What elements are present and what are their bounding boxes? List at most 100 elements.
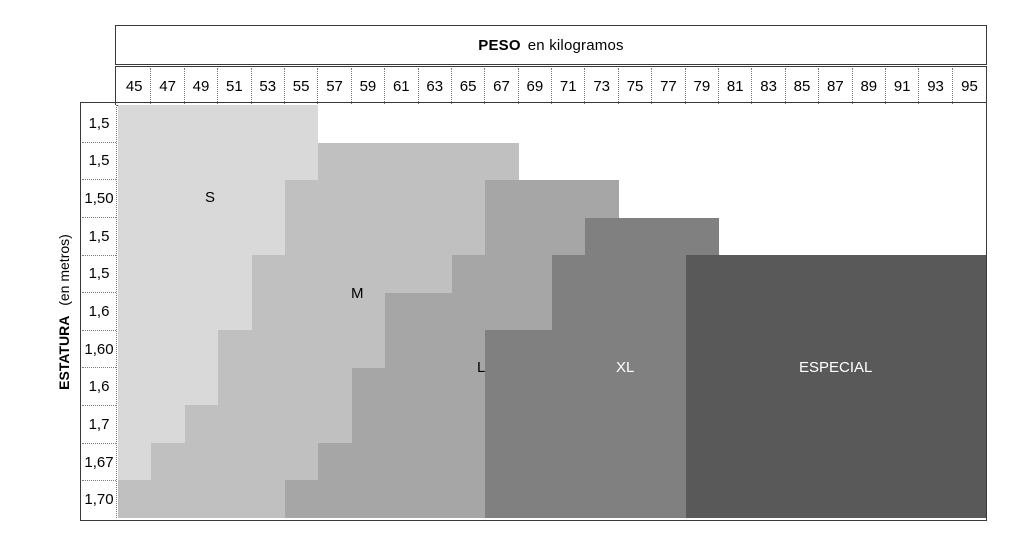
size-cell-M — [284, 180, 319, 218]
size-cell-S — [184, 105, 219, 143]
size-cell-XL — [585, 442, 619, 481]
size-cell-S — [118, 255, 152, 293]
size-cell-empty — [885, 105, 920, 143]
size-cell-ESPECIAL — [819, 405, 853, 443]
size-cell-empty — [385, 105, 419, 143]
height-label-cell: 1,60 — [82, 330, 116, 369]
size-cell-M — [451, 180, 486, 218]
size-cell-XL — [552, 330, 586, 368]
size-cell-empty — [718, 142, 753, 181]
size-cell-ESPECIAL — [885, 330, 920, 368]
size-cell-empty — [618, 142, 653, 181]
size-cell-ESPECIAL — [819, 330, 853, 368]
size-cell-M — [351, 180, 386, 218]
size-cell-M — [284, 217, 319, 256]
size-cell-S — [118, 217, 152, 256]
size-cell-XL — [618, 217, 653, 256]
size-cell-L — [284, 480, 319, 518]
size-cell-empty — [919, 142, 953, 181]
size-cell-empty — [652, 142, 686, 181]
size-cell-ESPECIAL — [685, 442, 719, 481]
weight-header-cell: 67 — [485, 68, 519, 104]
weight-header-cell: 89 — [852, 68, 886, 104]
size-cell-empty — [852, 142, 886, 181]
size-cell-S — [151, 330, 185, 368]
size-cell-L — [385, 405, 419, 443]
size-cell-S — [184, 292, 219, 331]
size-cell-L — [351, 480, 386, 518]
size-cell-S — [251, 142, 285, 181]
size-cell-M — [184, 480, 219, 518]
weight-header-cell: 71 — [552, 68, 586, 104]
size-cell-M — [318, 405, 352, 443]
size-cell-M — [385, 142, 419, 181]
weight-header-cell: 87 — [819, 68, 853, 104]
size-cell-L — [418, 330, 452, 368]
size-cell-ESPECIAL — [685, 330, 719, 368]
size-cell-L — [351, 442, 386, 481]
size-cell-XL — [552, 480, 586, 518]
size-cell-L — [451, 480, 486, 518]
size-cell-empty — [451, 105, 486, 143]
weight-title-frame — [115, 25, 987, 65]
size-cell-empty — [819, 105, 853, 143]
height-label-cell: 1,5 — [82, 142, 116, 181]
size-cell-M — [184, 442, 219, 481]
size-cell-XL — [518, 405, 552, 443]
size-cell-ESPECIAL — [752, 330, 786, 368]
size-cell-S — [184, 330, 219, 368]
size-cell-L — [318, 480, 352, 518]
size-cell-empty — [819, 142, 853, 181]
size-cell-L — [418, 367, 452, 406]
size-cell-L — [418, 292, 452, 331]
size-cell-empty — [919, 180, 953, 218]
size-cell-ESPECIAL — [685, 480, 719, 518]
size-cell-empty — [685, 105, 719, 143]
size-cell-XL — [652, 442, 686, 481]
size-cell-M — [351, 217, 386, 256]
size-cell-ESPECIAL — [718, 442, 753, 481]
size-cell-ESPECIAL — [718, 330, 753, 368]
size-cell-ESPECIAL — [685, 255, 719, 293]
size-cell-L — [351, 405, 386, 443]
size-cell-ESPECIAL — [785, 405, 820, 443]
size-cell-XL — [518, 367, 552, 406]
size-cell-S — [151, 217, 185, 256]
size-cell-XL — [552, 255, 586, 293]
weight-header-cell: 93 — [919, 68, 953, 104]
size-cell-ESPECIAL — [819, 480, 853, 518]
size-cell-empty — [919, 105, 953, 143]
size-cell-L — [451, 255, 486, 293]
size-cell-ESPECIAL — [852, 480, 886, 518]
size-cell-empty — [718, 180, 753, 218]
size-cell-ESPECIAL — [718, 292, 753, 331]
size-cell-empty — [752, 217, 786, 256]
size-cell-S — [151, 105, 185, 143]
size-cell-XL — [518, 330, 552, 368]
size-cell-S — [218, 142, 252, 181]
size-cell-M — [318, 255, 352, 293]
size-cell-M — [184, 405, 219, 443]
size-cell-XL — [552, 292, 586, 331]
size-cell-ESPECIAL — [885, 405, 920, 443]
size-cell-empty — [819, 217, 853, 256]
size-cell-empty — [752, 142, 786, 181]
size-cell-ESPECIAL — [885, 442, 920, 481]
size-cell-ESPECIAL — [952, 255, 986, 293]
size-cell-S — [184, 217, 219, 256]
size-cell-L — [485, 180, 519, 218]
size-cell-XL — [485, 405, 519, 443]
size-cell-S — [118, 405, 152, 443]
size-cell-S — [118, 367, 152, 406]
size-cell-M — [385, 255, 419, 293]
size-cell-XL — [652, 330, 686, 368]
size-cell-ESPECIAL — [785, 330, 820, 368]
size-cell-L — [451, 367, 486, 406]
size-cell-L — [485, 292, 519, 331]
size-cell-L — [385, 442, 419, 481]
size-cell-ESPECIAL — [919, 292, 953, 331]
size-cell-XL — [618, 292, 653, 331]
height-label-cell: 1,6 — [82, 368, 116, 407]
size-cell-ESPECIAL — [752, 255, 786, 293]
